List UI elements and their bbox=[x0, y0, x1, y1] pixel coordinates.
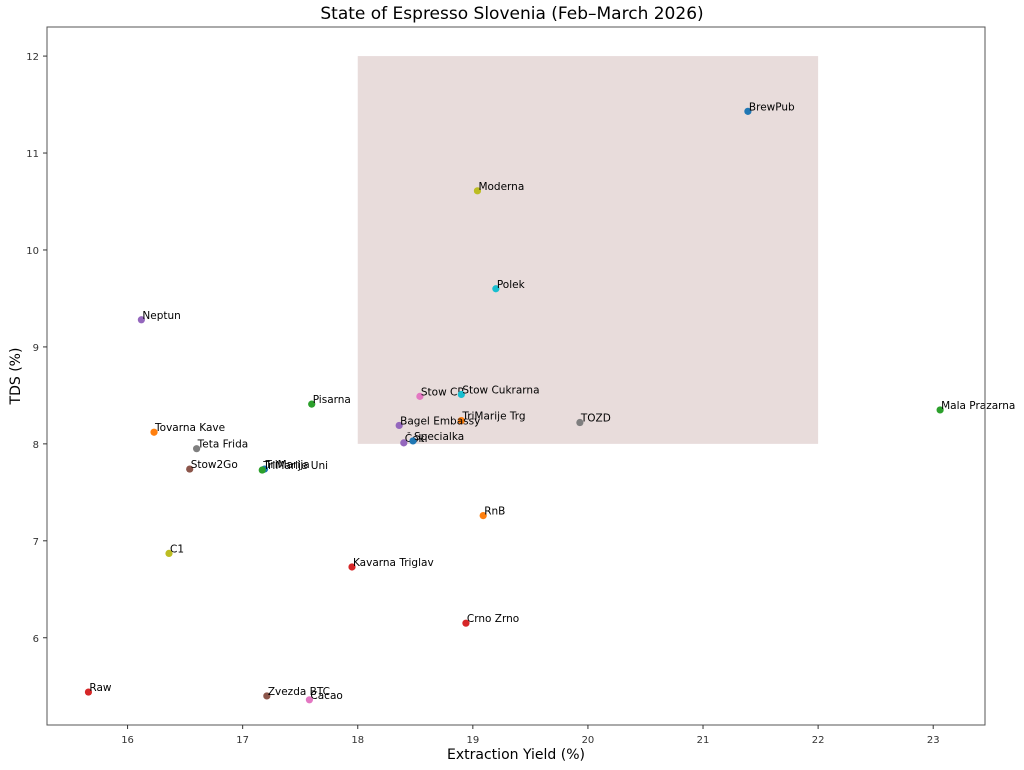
point-label: TOZD bbox=[580, 413, 611, 425]
point-marker bbox=[308, 400, 316, 408]
point-marker bbox=[744, 107, 752, 115]
point-marker bbox=[409, 437, 417, 445]
point-label: Pisarna bbox=[313, 394, 351, 406]
chart-title: State of Espresso Slovenia (Feb–March 20… bbox=[320, 4, 704, 24]
point-marker bbox=[479, 511, 487, 520]
point-label: TriMarija bbox=[265, 459, 310, 471]
y-tick-label: 10 bbox=[26, 246, 39, 257]
data-point: Bagel Embassy bbox=[395, 415, 480, 430]
point-marker bbox=[492, 285, 500, 293]
point-marker bbox=[457, 390, 465, 399]
data-point: Raw bbox=[84, 682, 112, 696]
point-label: Teta Frida bbox=[197, 439, 249, 451]
point-label: Raw bbox=[89, 682, 111, 694]
y-axis-ticks: 6 7 8 9 10 11 12 bbox=[26, 52, 47, 645]
y-tick-label: 9 bbox=[33, 343, 39, 354]
x-tick-label: 23 bbox=[927, 735, 940, 746]
point-label: Mala Prazarna bbox=[941, 400, 1015, 412]
point-label: Kavarna Triglav bbox=[353, 557, 434, 569]
point-marker bbox=[305, 696, 314, 704]
point-marker bbox=[165, 549, 173, 558]
x-axis-label: Extraction Yield (%) bbox=[447, 747, 585, 763]
point-label: Stow Cukrarna bbox=[462, 384, 539, 396]
point-label: TriMarije Trg bbox=[461, 411, 525, 423]
data-point: Tovarna Kave bbox=[150, 422, 225, 436]
data-point: Kavarna Triglav bbox=[348, 557, 434, 571]
data-point: C1 bbox=[165, 543, 184, 558]
data-point: Moderna bbox=[473, 181, 524, 195]
point-marker bbox=[400, 439, 408, 447]
point-label: RnB bbox=[484, 506, 505, 518]
x-tick-label: 19 bbox=[466, 735, 479, 746]
point-marker bbox=[193, 445, 201, 453]
x-tick-label: 21 bbox=[697, 735, 710, 746]
x-tick-label: 16 bbox=[121, 735, 134, 746]
y-tick-label: 11 bbox=[26, 149, 39, 160]
point-label: Specialka bbox=[414, 431, 464, 443]
point-label: BrewPub bbox=[749, 101, 795, 113]
point-marker bbox=[258, 466, 266, 474]
x-tick-label: 18 bbox=[351, 735, 364, 746]
data-point: Neptun bbox=[137, 310, 181, 324]
point-label: Moderna bbox=[478, 181, 524, 193]
data-point: Stow2Go bbox=[186, 459, 238, 473]
point-marker bbox=[395, 421, 403, 430]
data-point: Cacao bbox=[305, 690, 343, 704]
shaded-region bbox=[357, 56, 819, 444]
x-tick-label: 22 bbox=[812, 735, 825, 746]
point-marker bbox=[186, 465, 194, 473]
point-marker bbox=[150, 428, 158, 436]
data-point: TriMarije Uni bbox=[258, 460, 328, 474]
data-point: Teta Frida bbox=[193, 439, 248, 453]
point-marker bbox=[84, 688, 93, 696]
point-label: Crno Zrno bbox=[467, 613, 519, 625]
plot-frame bbox=[46, 26, 986, 726]
point-label: Bagel Embassy bbox=[400, 415, 480, 427]
point-label: TriMarije Uni bbox=[262, 460, 328, 472]
target-region bbox=[357, 56, 819, 444]
data-point: Polek bbox=[492, 279, 526, 293]
x-tick-label: 17 bbox=[236, 735, 249, 746]
point-label: Polek bbox=[497, 279, 526, 291]
point-label: Neptun bbox=[142, 310, 180, 322]
y-axis-label: TDS (%) bbox=[8, 348, 24, 406]
point-marker bbox=[576, 418, 584, 427]
point-marker bbox=[473, 187, 482, 195]
data-point: Stow CR bbox=[416, 386, 465, 400]
data-point: Zvezda BTC bbox=[263, 686, 330, 700]
point-marker bbox=[462, 619, 470, 627]
data-point: Specialka bbox=[409, 431, 464, 445]
point-label: Cacao bbox=[310, 690, 342, 702]
data-point: TOZD bbox=[576, 413, 611, 427]
data-point: BrewPub bbox=[744, 101, 795, 115]
x-axis-ticks: 16 17 18 19 20 21 22 23 bbox=[121, 725, 940, 746]
point-marker bbox=[416, 392, 424, 400]
point-marker bbox=[137, 316, 145, 324]
y-tick-label: 6 bbox=[33, 634, 39, 645]
point-marker bbox=[348, 563, 356, 571]
data-point: RnB bbox=[479, 506, 505, 520]
y-tick-label: 8 bbox=[33, 440, 39, 451]
point-label: Tovarna Kave bbox=[154, 422, 225, 434]
point-label: Stow2Go bbox=[191, 459, 238, 471]
x-tick-label: 20 bbox=[582, 735, 595, 746]
data-point: Crno Zrno bbox=[462, 613, 519, 627]
point-marker bbox=[263, 692, 271, 700]
data-point: Pisarna bbox=[308, 394, 351, 408]
point-label: Zvezda BTC bbox=[268, 686, 330, 698]
data-point: TriMarije Trg bbox=[457, 411, 526, 425]
data-point: Stow Cukrarna bbox=[457, 384, 540, 399]
y-tick-label: 7 bbox=[33, 537, 39, 548]
point-marker bbox=[936, 406, 944, 414]
data-point: Mala Prazarna bbox=[936, 400, 1015, 414]
point-label: C1 bbox=[170, 543, 184, 555]
point-label: Stow CR bbox=[421, 386, 465, 398]
point-marker bbox=[457, 416, 465, 425]
y-tick-label: 12 bbox=[26, 52, 39, 63]
